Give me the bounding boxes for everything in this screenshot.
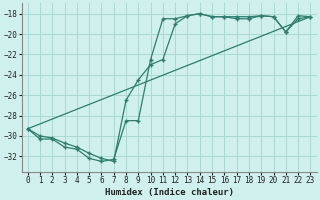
X-axis label: Humidex (Indice chaleur): Humidex (Indice chaleur) xyxy=(105,188,234,197)
